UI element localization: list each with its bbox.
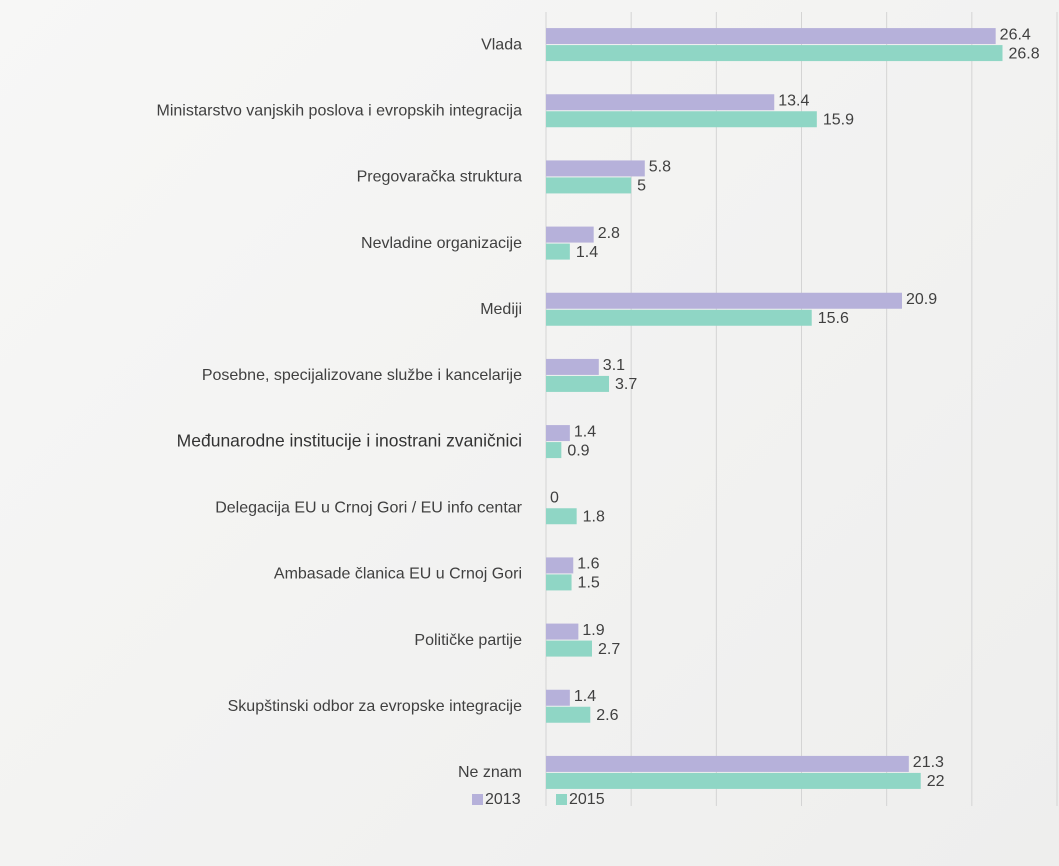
data-label: 21.3 bbox=[913, 754, 944, 771]
data-label: 1.9 bbox=[582, 622, 604, 639]
data-label: 22 bbox=[927, 773, 945, 790]
bar bbox=[546, 94, 775, 111]
y-tick-label: Mediji bbox=[480, 301, 522, 318]
data-label: 1.8 bbox=[583, 508, 605, 525]
y-tick-label: Ambasade članica EU u Crnoj Gori bbox=[274, 566, 522, 583]
bar bbox=[546, 243, 570, 260]
bar bbox=[546, 755, 909, 772]
data-label: 1.5 bbox=[578, 575, 600, 592]
legend-swatch bbox=[556, 794, 567, 805]
bar bbox=[546, 375, 610, 392]
y-tick-label: Vlada bbox=[481, 36, 522, 53]
data-label: 26.4 bbox=[1000, 26, 1031, 43]
data-label: 2.7 bbox=[598, 641, 620, 658]
data-label: 3.7 bbox=[615, 376, 637, 393]
bar bbox=[546, 160, 645, 177]
bar bbox=[546, 45, 1003, 62]
bar bbox=[546, 425, 570, 442]
legend-label: 2015 bbox=[569, 791, 605, 808]
data-label: 0 bbox=[550, 489, 559, 506]
data-label: 15.6 bbox=[818, 310, 849, 327]
data-label: 1.4 bbox=[574, 688, 596, 705]
y-tick-label: Nevladine organizacije bbox=[361, 235, 522, 252]
legend-swatch bbox=[472, 794, 483, 805]
bar bbox=[546, 689, 570, 706]
data-label: 1.4 bbox=[576, 244, 598, 261]
bar bbox=[546, 177, 632, 194]
data-label: 20.9 bbox=[906, 291, 937, 308]
bar bbox=[546, 557, 574, 574]
bar bbox=[546, 309, 812, 326]
bar bbox=[546, 772, 921, 789]
y-tick-label: Posebne, specijalizovane službe i kancel… bbox=[202, 367, 522, 384]
y-tick-label: Ministarstvo vanjskih poslova i evropski… bbox=[157, 102, 523, 119]
y-tick-label: Ne znam bbox=[458, 764, 522, 781]
data-label: 3.1 bbox=[603, 357, 625, 374]
y-tick-label: Političke partije bbox=[414, 632, 522, 649]
data-label: 0.9 bbox=[567, 442, 589, 459]
data-label: 2.8 bbox=[598, 225, 620, 242]
bar bbox=[546, 640, 592, 657]
bar bbox=[546, 358, 599, 375]
bar bbox=[546, 292, 902, 309]
data-label: 5.8 bbox=[649, 159, 671, 176]
data-label: 1.4 bbox=[574, 423, 596, 440]
bar bbox=[546, 28, 996, 45]
bar bbox=[546, 508, 577, 525]
bar bbox=[546, 111, 817, 128]
y-tick-label: Delegacija EU u Crnoj Gori / EU info cen… bbox=[215, 499, 522, 516]
bar bbox=[546, 623, 579, 640]
y-tick-label: Pregovaračka struktura bbox=[357, 169, 523, 186]
data-label: 1.6 bbox=[577, 556, 599, 573]
data-label: 13.4 bbox=[778, 92, 809, 109]
bar bbox=[546, 574, 572, 591]
bar bbox=[546, 442, 562, 459]
data-label: 15.9 bbox=[823, 111, 854, 128]
y-tick-label: Međunarodne institucije i inostrani zvan… bbox=[177, 431, 522, 451]
data-label: 5 bbox=[637, 178, 646, 195]
legend-label: 2013 bbox=[485, 791, 521, 808]
bar bbox=[546, 706, 591, 723]
data-label: 26.8 bbox=[1008, 45, 1039, 62]
y-tick-label: Skupštinski odbor za evropske integracij… bbox=[228, 698, 522, 715]
bar bbox=[546, 226, 594, 243]
data-label: 2.6 bbox=[596, 707, 618, 724]
